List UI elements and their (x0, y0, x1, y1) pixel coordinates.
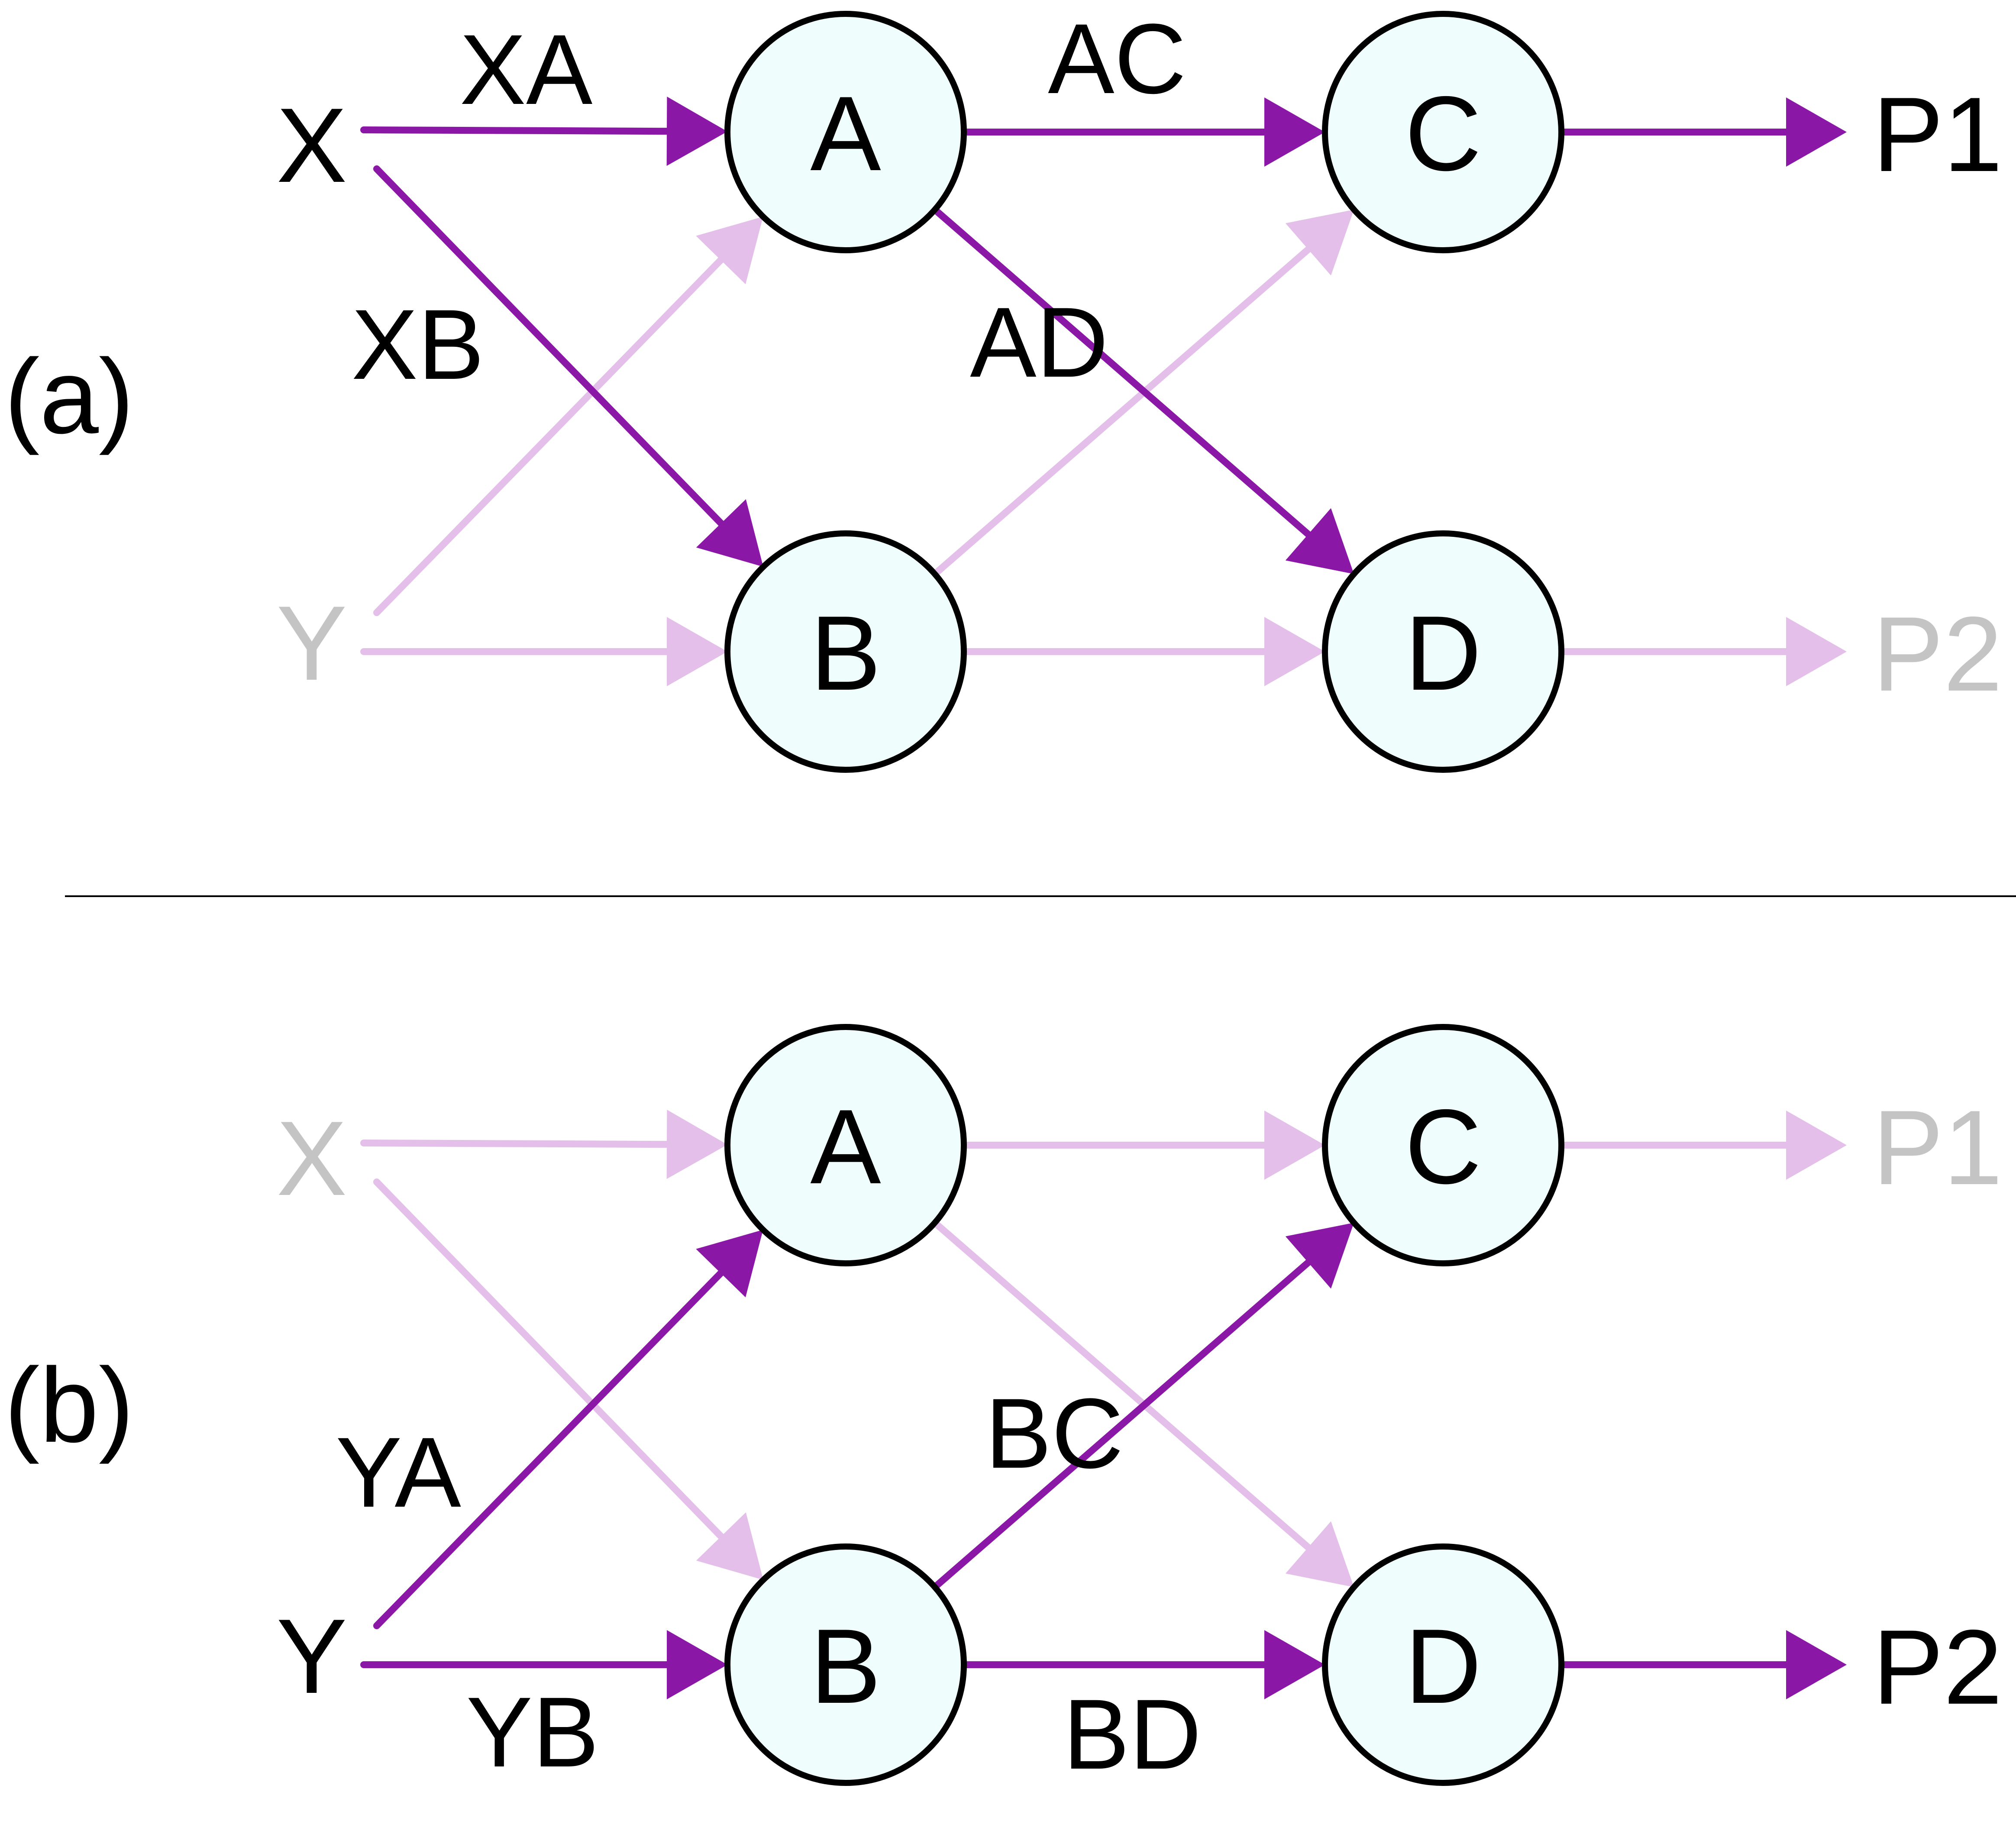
panel-b: (b) A B C D X Y P1 P2 YA YB BC BD (4, 1024, 2003, 1790)
arrowhead-x-b (696, 499, 763, 567)
edge-y-a (373, 256, 724, 616)
edge-a-d (931, 1219, 1312, 1551)
edge-label-ad: AD (970, 287, 1108, 398)
arrowhead-a-c (1264, 97, 1325, 167)
node-c-label: C (1405, 1087, 1482, 1206)
arrowhead-a-d (1285, 508, 1354, 574)
arrowhead-y-a (696, 216, 763, 284)
arrowhead-d-p2 (1786, 617, 1847, 686)
arrowhead-a-d (1285, 1521, 1354, 1587)
output-p1-label: P1 (1873, 75, 2003, 194)
arrowhead-d-p2 (1786, 1630, 1847, 1699)
edge-y-a (373, 1269, 724, 1629)
node-a-circle (724, 1024, 967, 1266)
arrowhead-x-a (666, 97, 728, 166)
panel-a: (a) A B C D X Y P1 P2 XA XB AC AD (4, 3, 2003, 773)
node-c-circle (1322, 11, 1564, 253)
edge-a-d (931, 206, 1312, 538)
output-p1-label: P1 (1873, 1088, 2003, 1207)
node-a-label: A (810, 74, 881, 193)
edge-b-c (931, 246, 1312, 578)
node-b-circle (724, 1543, 967, 1786)
edge-b-c (931, 1259, 1312, 1591)
node-a-label: A (810, 1087, 881, 1206)
node-d-circle (1322, 1543, 1564, 1786)
node-b-label: B (810, 594, 881, 712)
edge-label-yb: YB (466, 1676, 599, 1788)
arrowhead-y-b (667, 1630, 727, 1699)
arrowhead-c-p1 (1786, 97, 1847, 167)
arrowhead-x-b (696, 1512, 763, 1580)
node-d-label: D (1405, 1607, 1482, 1725)
input-y-label: Y (276, 584, 347, 702)
node-d-circle (1322, 530, 1564, 773)
edge-x-b (373, 1178, 725, 1540)
output-p2-label: P2 (1873, 1608, 2003, 1726)
panel-tag: (a) (4, 337, 134, 455)
arrowhead-y-b (667, 617, 727, 686)
arrowhead-c-p1 (1786, 1111, 1847, 1180)
edge-label-bc: BC (985, 1378, 1124, 1489)
edge-x-a (360, 126, 671, 135)
input-x-label: X (276, 86, 347, 204)
edge-x-b (373, 165, 725, 527)
edge-x-a (360, 1140, 671, 1148)
arrowhead-b-c (1285, 210, 1354, 276)
arrowhead-x-a (666, 1110, 728, 1179)
edge-label-ya: YA (336, 1417, 461, 1528)
node-b-circle (724, 530, 967, 773)
edge-label-ac: AC (1048, 3, 1186, 114)
arrowhead-b-d (1264, 617, 1325, 686)
arrowhead-b-c (1285, 1223, 1354, 1289)
node-a-circle (724, 11, 967, 253)
input-y-label: Y (276, 1597, 347, 1715)
edge-label-xa: XA (460, 14, 593, 125)
arrowhead-b-d (1264, 1630, 1325, 1699)
node-b-label: B (810, 1607, 881, 1725)
input-x-label: X (276, 1099, 347, 1217)
node-c-label: C (1405, 74, 1482, 193)
arrowhead-y-a (696, 1230, 763, 1298)
edge-label-xb: XB (352, 289, 485, 400)
edge-label-bd: BD (1063, 1679, 1202, 1790)
arrowhead-a-c (1264, 1111, 1325, 1180)
output-p2-label: P2 (1873, 594, 2003, 713)
panel-tag: (b) (4, 1346, 134, 1464)
node-c-circle (1322, 1024, 1564, 1266)
node-d-label: D (1405, 594, 1482, 712)
